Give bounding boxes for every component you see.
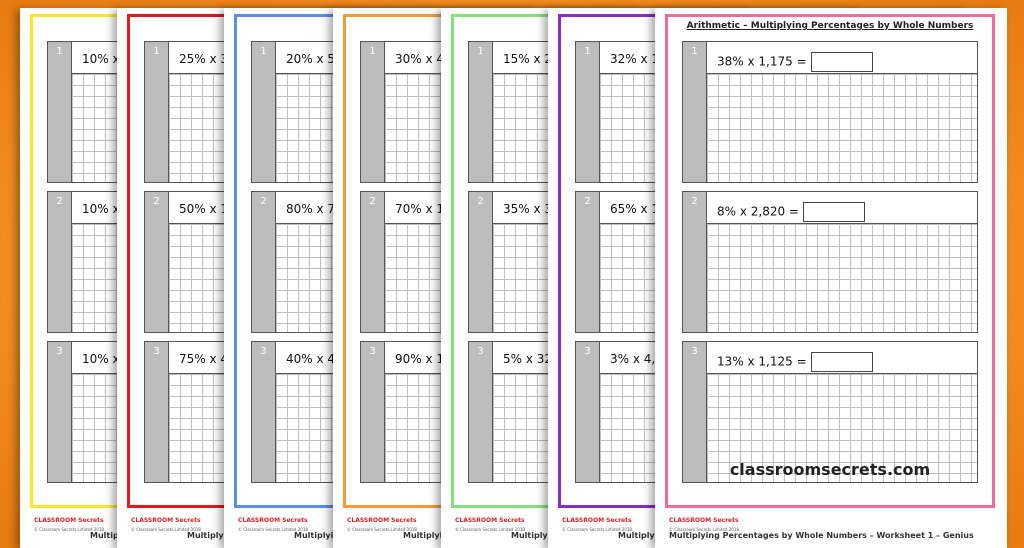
question-number: 2 [361, 192, 385, 332]
copyright-text: © Classroom Secrets Limited 2018 [34, 527, 104, 532]
answer-box[interactable] [810, 52, 873, 72]
copyright-text: © Classroom Secrets Limited 2018 [455, 527, 525, 532]
worksheet-border: Arithmetic – Multiplying Percentages by … [665, 14, 995, 508]
question-number: 2 [683, 192, 707, 332]
question-number: 2 [469, 192, 493, 332]
question-number: 1 [683, 42, 707, 182]
question-number: 1 [145, 42, 169, 182]
copyright-text: © Classroom Secrets Limited 2018 [347, 527, 417, 532]
working-grid [707, 74, 977, 182]
question-number: 2 [48, 192, 72, 332]
copyright-text: © Classroom Secrets Limited 2018 [669, 527, 739, 532]
question-number: 1 [252, 42, 276, 182]
brand-logo: CLASSROOM Secrets [669, 517, 739, 524]
question-box: 3 13% x 1,125 = [682, 341, 978, 483]
question-number: 3 [145, 342, 169, 482]
question-number: 3 [48, 342, 72, 482]
question-box: 1 38% x 1,175 = [682, 41, 978, 183]
copyright-text: © Classroom Secrets Limited 2018 [562, 527, 632, 532]
question-number: 1 [48, 42, 72, 182]
question-prompt: 8% x 2,820 = [707, 192, 977, 224]
question-prompt: 13% x 1,125 = [707, 342, 977, 374]
brand-logo: CLASSROOM Secrets [347, 517, 417, 524]
question-text: 38% x 1,175 = [717, 54, 807, 69]
brand-logo: CLASSROOM Secrets [238, 517, 308, 524]
question-number: 2 [252, 192, 276, 332]
brand-logo: CLASSROOM Secrets [131, 517, 201, 524]
brand-logo: CLASSROOM Secrets [455, 517, 525, 524]
question-number: 2 [576, 192, 600, 332]
site-url: classroomsecrets.com [729, 460, 931, 479]
question-number: 1 [576, 42, 600, 182]
question-number: 3 [576, 342, 600, 482]
question-number: 1 [469, 42, 493, 182]
question-number: 3 [252, 342, 276, 482]
question-number: 2 [145, 192, 169, 332]
question-number: 3 [683, 342, 707, 482]
worksheet-title: Arithmetic – Multiplying Percentages by … [686, 21, 974, 31]
question-number: 3 [361, 342, 385, 482]
brand-logo: CLASSROOM Secrets [562, 517, 632, 524]
question-prompt: 38% x 1,175 = [707, 42, 977, 74]
working-grid [707, 374, 977, 482]
question-text: 75% x 40 [179, 352, 236, 366]
worksheet-footer: Multiplying Percentages by Whole Numbers… [669, 531, 974, 540]
answer-box[interactable] [803, 202, 865, 222]
worksheet-7: Arithmetic – Multiplying Percentages by … [655, 8, 1007, 548]
copyright-text: © Classroom Secrets Limited 2018 [238, 527, 308, 532]
question-text: 13% x 1,125 = [717, 354, 807, 369]
answer-box[interactable] [810, 352, 873, 372]
question-text: 8% x 2,820 = [717, 204, 799, 219]
question-text: 25% x 32 [179, 52, 236, 66]
question-number: 1 [361, 42, 385, 182]
question-box: 2 8% x 2,820 = [682, 191, 978, 333]
brand-logo: CLASSROOM Secrets [34, 517, 104, 524]
question-number: 3 [469, 342, 493, 482]
copyright-text: © Classroom Secrets Limited 2018 [131, 527, 201, 532]
question-text: 5% x 320 [503, 352, 560, 366]
working-grid [707, 224, 977, 332]
